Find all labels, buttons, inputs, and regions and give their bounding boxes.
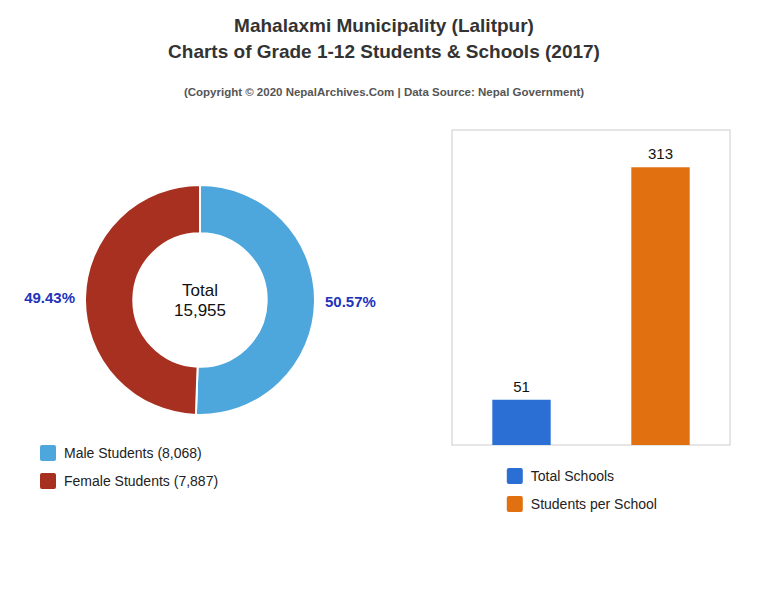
- legend: Male Students (8,068) Female Students (7,…: [40, 445, 218, 489]
- legend-label: Students per School: [531, 496, 657, 512]
- data-label: 51: [513, 378, 530, 395]
- title-line: Charts of Grade 1-12 Students & Schools …: [168, 41, 600, 62]
- data-label: 50.57%: [325, 293, 376, 310]
- bar: [631, 167, 689, 445]
- legend-swatch: [40, 445, 56, 461]
- donut-slice: [196, 185, 315, 415]
- subtitle: (Copyright © 2020 NepalArchives.Com | Da…: [184, 86, 584, 98]
- center-annotation-line: Total: [182, 281, 218, 300]
- donut: [85, 185, 315, 415]
- legend: Total Schools Students per School: [507, 468, 657, 512]
- legend-swatch: [40, 473, 56, 489]
- legend-label: Male Students (8,068): [64, 445, 202, 461]
- title: Mahalaxmi Municipality (Lalitpur) Charts …: [168, 15, 600, 62]
- bar: [492, 400, 550, 445]
- bars: [492, 167, 689, 445]
- center-annotation: Total15,955: [174, 281, 226, 320]
- title-line: Mahalaxmi Municipality (Lalitpur): [234, 15, 534, 36]
- legend-swatch: [507, 468, 523, 484]
- legend-label: Female Students (7,887): [64, 473, 218, 489]
- legend-label: Total Schools: [531, 468, 614, 484]
- plot-frame: [452, 130, 730, 445]
- center-annotation-line: 15,955: [174, 301, 226, 320]
- data-label: 49.43%: [24, 289, 75, 306]
- legend-swatch: [507, 496, 523, 512]
- chart-svg: Mahalaxmi Municipality (Lalitpur) Charts …: [0, 0, 768, 597]
- chart-container: Mahalaxmi Municipality (Lalitpur) Charts …: [0, 0, 768, 597]
- background: [0, 0, 768, 597]
- data-label: 313: [648, 145, 673, 162]
